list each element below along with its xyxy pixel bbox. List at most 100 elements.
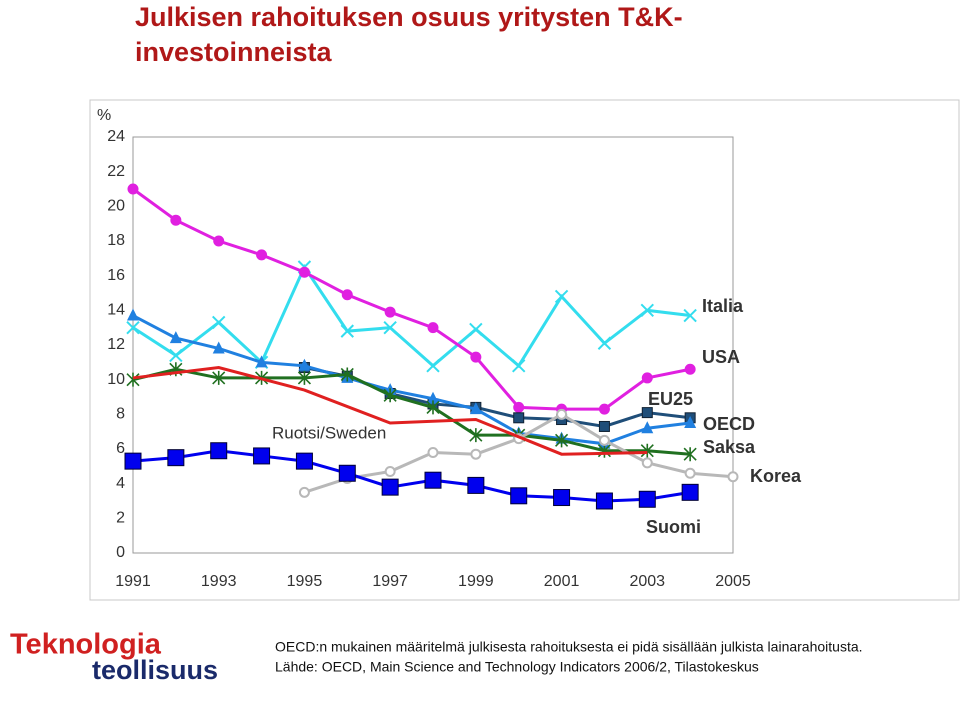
marker bbox=[641, 421, 654, 434]
chart-title: Julkisen rahoituksen osuus yritysten T&K… bbox=[135, 2, 683, 67]
series-line bbox=[132, 367, 691, 456]
series-label: USA bbox=[702, 347, 740, 367]
logo-line1: Teknologia bbox=[10, 629, 162, 661]
marker bbox=[597, 336, 612, 350]
marker bbox=[467, 476, 485, 494]
marker bbox=[169, 331, 182, 344]
marker bbox=[684, 416, 697, 428]
marker bbox=[253, 447, 271, 465]
marker bbox=[169, 348, 183, 363]
marker bbox=[256, 249, 268, 261]
plot-area bbox=[132, 136, 734, 554]
x-tick-label: 1995 bbox=[287, 573, 323, 590]
marker bbox=[297, 370, 311, 385]
x-tick-label: 1999 bbox=[458, 573, 494, 590]
marker bbox=[427, 322, 439, 334]
marker bbox=[426, 400, 440, 415]
series-line bbox=[132, 314, 691, 446]
series-line bbox=[132, 187, 691, 411]
marker bbox=[641, 457, 653, 469]
series-label: Saksa bbox=[703, 437, 756, 457]
marker bbox=[427, 446, 439, 458]
marker bbox=[512, 359, 526, 373]
marker bbox=[469, 402, 482, 415]
marker bbox=[727, 471, 739, 483]
x-tick-label: 1991 bbox=[115, 573, 151, 590]
marker bbox=[470, 351, 482, 363]
marker bbox=[684, 363, 696, 375]
marker bbox=[126, 320, 140, 335]
marker bbox=[384, 306, 396, 318]
marker bbox=[298, 486, 310, 498]
series-label: EU25 bbox=[648, 389, 693, 409]
series-line bbox=[132, 366, 648, 456]
marker bbox=[340, 367, 354, 382]
marker bbox=[298, 266, 310, 278]
marker bbox=[638, 490, 656, 508]
marker bbox=[167, 449, 185, 467]
marker bbox=[641, 407, 653, 419]
x-tick-label: 2003 bbox=[629, 573, 665, 590]
marker bbox=[598, 420, 610, 432]
footer-note: OECD:n mukainen määritelmä julkisesta ra… bbox=[275, 639, 863, 655]
marker bbox=[381, 478, 399, 496]
y-tick-label: 12 bbox=[107, 336, 125, 353]
marker bbox=[513, 412, 525, 424]
y-tick-label: 8 bbox=[116, 406, 125, 423]
marker bbox=[170, 214, 182, 226]
x-tick-label: 2005 bbox=[715, 573, 751, 590]
marker bbox=[127, 183, 139, 195]
marker bbox=[341, 289, 353, 301]
y-tick-label: 10 bbox=[107, 371, 125, 388]
marker bbox=[426, 359, 440, 373]
series-label: Ruotsi/Sweden bbox=[272, 423, 386, 442]
y-tick-label: 4 bbox=[116, 475, 125, 492]
y-axis-label: % bbox=[97, 107, 111, 124]
y-tick-label: 24 bbox=[107, 128, 125, 145]
marker bbox=[469, 428, 483, 443]
frame bbox=[89, 99, 960, 601]
marker bbox=[127, 308, 139, 321]
x-tick-label: 1993 bbox=[201, 573, 237, 590]
series-label: Korea bbox=[750, 466, 802, 486]
y-tick-label: 16 bbox=[107, 267, 125, 284]
marker bbox=[513, 401, 525, 413]
marker bbox=[212, 341, 225, 354]
series-label: OECD bbox=[703, 414, 755, 434]
marker bbox=[555, 433, 569, 448]
marker bbox=[383, 320, 397, 335]
marker bbox=[338, 464, 356, 482]
marker bbox=[641, 372, 653, 384]
marker bbox=[427, 391, 439, 404]
marker bbox=[126, 372, 140, 387]
marker bbox=[124, 452, 142, 470]
marker bbox=[383, 388, 397, 403]
marker bbox=[554, 289, 569, 304]
marker bbox=[556, 408, 568, 420]
marker bbox=[470, 448, 482, 460]
marker bbox=[424, 471, 442, 489]
series-line bbox=[132, 263, 691, 369]
marker bbox=[210, 442, 228, 460]
x-tick-label: 1997 bbox=[372, 573, 408, 590]
y-tick-label: 6 bbox=[116, 440, 125, 457]
marker bbox=[640, 303, 654, 318]
marker bbox=[598, 403, 610, 415]
marker bbox=[255, 355, 268, 368]
marker bbox=[384, 466, 396, 478]
marker bbox=[681, 483, 699, 501]
logo-line2: teollisuus bbox=[92, 655, 218, 685]
marker bbox=[212, 370, 226, 385]
marker bbox=[295, 452, 313, 470]
marker bbox=[469, 322, 483, 337]
marker bbox=[598, 434, 610, 446]
marker bbox=[212, 315, 226, 330]
marker bbox=[213, 235, 225, 247]
y-tick-label: 0 bbox=[116, 544, 125, 561]
y-tick-label: 22 bbox=[107, 163, 125, 180]
series-label: Suomi bbox=[646, 517, 701, 537]
marker bbox=[298, 358, 311, 371]
marker bbox=[640, 443, 654, 458]
